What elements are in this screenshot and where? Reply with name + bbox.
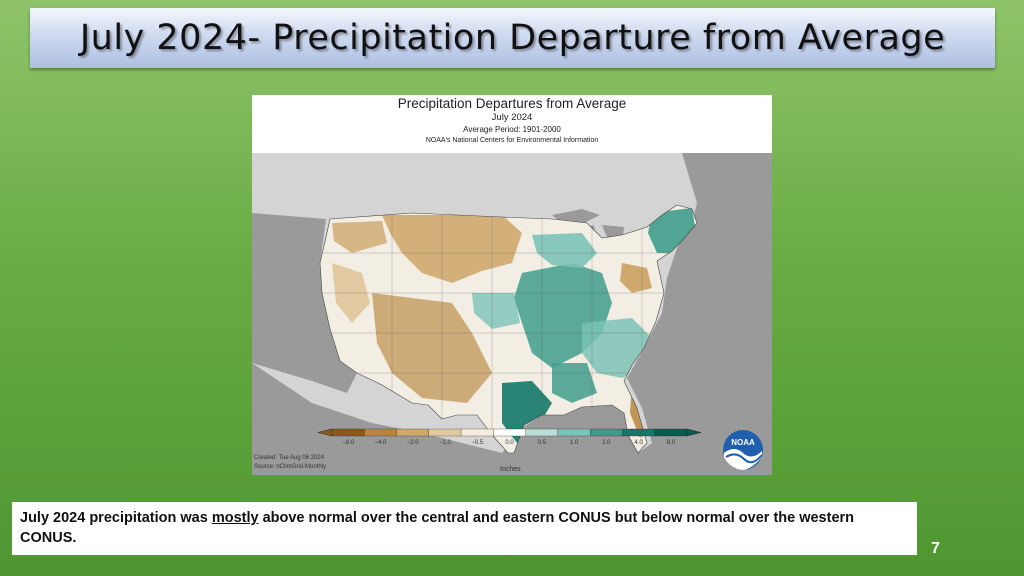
conus-outline bbox=[319, 204, 698, 454]
legend-tick-label: 0.5 bbox=[538, 440, 547, 446]
noaa-logo-text: NOAA bbox=[731, 438, 755, 447]
legend-tick-label: 0.0 bbox=[505, 440, 514, 446]
precipitation-map-figure: Precipitation Departures from Average Ju… bbox=[252, 95, 772, 475]
legend-swatch bbox=[525, 428, 559, 437]
legend-tick-label: 8.0 bbox=[667, 440, 676, 446]
ocean-east bbox=[252, 153, 772, 475]
legend-units: Inches bbox=[500, 466, 521, 473]
wet-midwest bbox=[532, 233, 597, 268]
map-title: Precipitation Departures from Average bbox=[397, 96, 627, 111]
map-source-org: NOAA's National Centers for Environmenta… bbox=[425, 137, 599, 144]
color-legend: −8.0 −4.0 −2.0 −1.0 −0.5 0.0 0.5 1.0 2.0 4.0 8.0 bbox=[317, 428, 702, 446]
wet-texas-coast bbox=[502, 381, 552, 443]
map-average-period: Average Period: 1901-2000 bbox=[463, 125, 561, 134]
legend-tick-label: −0.5 bbox=[471, 440, 484, 446]
map-credits: Created: Tue Aug 06 2024 Source: nClimGr… bbox=[254, 454, 326, 472]
slide-number: 7 bbox=[931, 540, 940, 557]
dry-ohio-valley bbox=[620, 263, 652, 293]
wet-kansas bbox=[472, 293, 520, 329]
ocean-west bbox=[252, 213, 357, 393]
legend-swatch bbox=[460, 428, 494, 437]
slide-caption: July 2024 precipitation was mostly above… bbox=[12, 502, 917, 555]
legend-tick-label: −1.0 bbox=[439, 440, 452, 446]
dry-southwest bbox=[372, 293, 492, 403]
legend-swatch bbox=[493, 428, 526, 437]
legend-swatch bbox=[396, 428, 429, 437]
legend-arrow-right bbox=[686, 428, 702, 437]
dry-pacific-nw bbox=[332, 221, 387, 253]
lake-superior bbox=[552, 209, 600, 223]
map-subtitle: July 2024 bbox=[491, 112, 533, 123]
legend-tick-label: −4.0 bbox=[374, 440, 387, 446]
state-borders bbox=[320, 213, 697, 453]
legend-tick-label: 2.0 bbox=[602, 440, 611, 446]
legend-tick-label: 1.0 bbox=[570, 440, 579, 446]
slide-title: July 2024- Precipitation Departure from … bbox=[79, 18, 946, 58]
legend-tick-label: 4.0 bbox=[634, 440, 643, 446]
noaa-logo: NOAA bbox=[723, 430, 763, 470]
data-source: Source: nClimGrid-Monthly bbox=[254, 464, 327, 470]
slide-title-bar: July 2024- Precipitation Departure from … bbox=[30, 8, 995, 68]
legend-tick-label: −2.0 bbox=[407, 440, 420, 446]
legend-swatch bbox=[622, 428, 655, 437]
caption-emphasis: mostly bbox=[211, 510, 259, 526]
legend-tick-label: −8.0 bbox=[342, 440, 355, 446]
caption-text: July 2024 precipitation was mostly above… bbox=[20, 510, 855, 546]
legend-swatch bbox=[428, 428, 462, 437]
legend-swatch bbox=[364, 428, 397, 437]
legend-swatch bbox=[654, 428, 688, 437]
dry-northern-plains bbox=[382, 215, 522, 283]
created-date: Created: Tue Aug 06 2024 bbox=[254, 455, 325, 461]
legend-swatch bbox=[331, 428, 365, 437]
legend-swatch bbox=[557, 428, 591, 437]
us-precip-map: −8.0 −4.0 −2.0 −1.0 −0.5 0.0 0.5 1.0 2.0 4.0 8.0 bbox=[252, 153, 772, 475]
legend-swatch bbox=[590, 428, 623, 437]
